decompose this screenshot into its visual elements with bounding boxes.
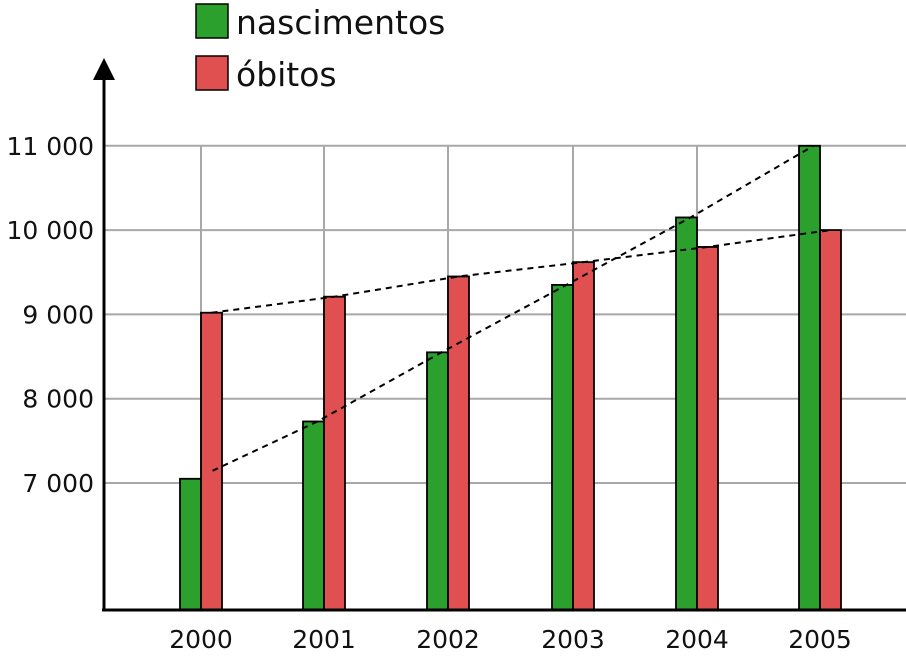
x-tick-label: 2004 [665, 625, 729, 654]
bar-obitos-2000 [200, 311, 223, 611]
y-tick-label: 10 000 [7, 216, 94, 245]
bar-obitos-2001 [323, 295, 346, 611]
bar-nascimentos-2000 [179, 477, 202, 611]
y-tick-label: 8 000 [22, 385, 94, 414]
legend-swatch-nascimentos [195, 3, 229, 39]
trend-line-obitos [211, 229, 831, 314]
bar-obitos-2003 [572, 261, 595, 611]
bar-nascimentos-2004 [675, 216, 698, 611]
grid-lines [104, 144, 906, 610]
x-tick-labels: 2000 2001 2002 2003 2004 2005 [169, 625, 852, 654]
legend-label-obitos: óbitos [236, 55, 337, 94]
legend-swatch-obitos [195, 55, 229, 91]
bar-nascimentos-2003 [551, 283, 574, 611]
axes [93, 58, 906, 612]
bar-obitos-2005 [819, 229, 842, 611]
legend: nascimentos óbitos [195, 3, 445, 94]
trend-lines [211, 144, 831, 472]
x-tick-label: 2002 [416, 625, 480, 654]
bars-group [179, 144, 842, 611]
x-tick-label: 2000 [169, 625, 233, 654]
y-tick-labels: 7 000 8 000 9 000 10 000 11 000 [7, 132, 94, 498]
x-tick-label: 2001 [292, 625, 356, 654]
x-tick-label: 2003 [541, 625, 605, 654]
y-tick-label: 7 000 [22, 469, 94, 498]
y-tick-label: 9 000 [22, 300, 94, 329]
bar-obitos-2002 [447, 275, 470, 611]
bar-obitos-2004 [696, 246, 719, 611]
bar-nascimentos-2002 [426, 351, 449, 611]
trend-line-nascimentos [212, 144, 815, 472]
x-tick-label: 2005 [788, 625, 852, 654]
bar-nascimentos-2005 [798, 144, 821, 611]
legend-label-nascimentos: nascimentos [236, 3, 445, 42]
bar-nascimentos-2001 [302, 420, 325, 611]
y-tick-label: 11 000 [7, 132, 94, 161]
y-axis-arrow-icon [93, 58, 115, 80]
